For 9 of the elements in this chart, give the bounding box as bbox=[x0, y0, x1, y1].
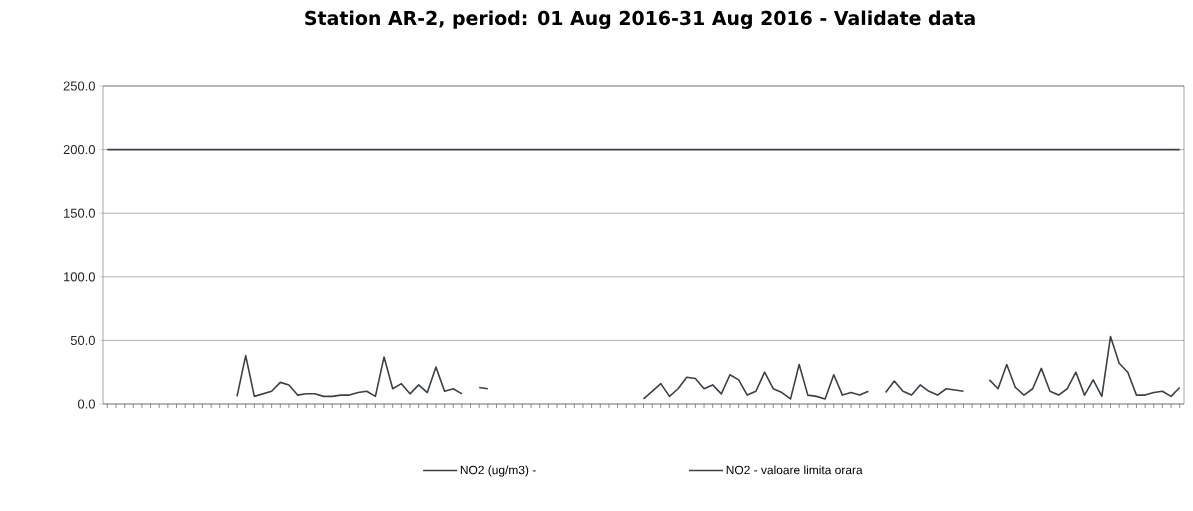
y-tick-label: 200.0 bbox=[63, 145, 95, 155]
legend-label: NO2 - valoare limita orara bbox=[726, 465, 863, 475]
y-tick-label: 0.0 bbox=[77, 399, 95, 409]
y-tick-label: 50.0 bbox=[70, 335, 95, 345]
y-tick-label: 150.0 bbox=[64, 208, 95, 218]
y-tick-label: 250.0 bbox=[63, 81, 95, 91]
chart-title: Station AR-2, period: 01 Aug 2016-31 Aug 2016 - Validate data bbox=[305, 10, 975, 29]
y-tick-label: 100.0 bbox=[64, 272, 95, 282]
legend-label: NO2 (ug/m3) - bbox=[460, 465, 536, 477]
